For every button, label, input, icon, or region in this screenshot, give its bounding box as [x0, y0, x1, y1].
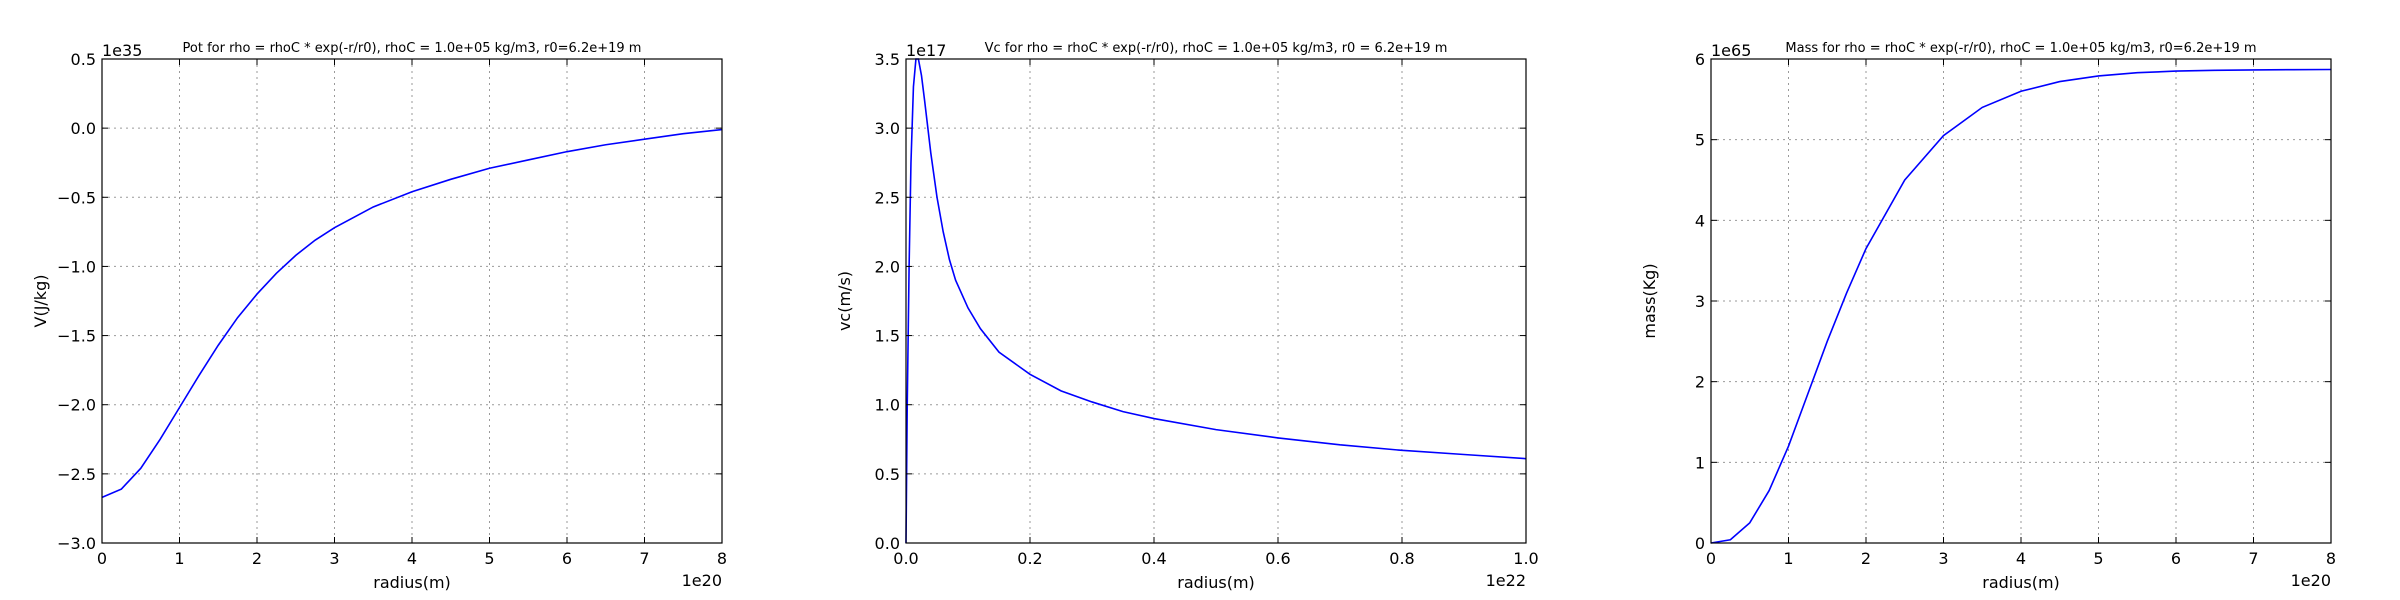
chart-2-x-axis-label: radius(m): [1982, 573, 2060, 592]
chart-1-x-offset-label: 1e22: [1486, 571, 1526, 590]
chart-1-x-tick-label-3: 0.6: [1265, 549, 1290, 568]
chart-2-x-tick-label-5: 5: [2093, 549, 2103, 568]
chart-0-x-tick-label-2: 2: [252, 549, 262, 568]
chart-1-plot-frame: [905, 58, 1527, 544]
chart-0-y-tick-label-2: −2.0: [57, 396, 96, 415]
chart-1-y-tick-label-7: 3.5: [875, 50, 900, 69]
chart-2-y-tick-label-5: 5: [1695, 131, 1705, 150]
chart-1-x-tick-label-0: 0.0: [893, 549, 918, 568]
chart-1-title: Vc for rho = rhoC * exp(-r/r0), rhoC = 1…: [985, 41, 1448, 56]
chart-2-x-offset-label: 1e20: [2291, 571, 2331, 590]
chart-1-y-tick-label-5: 2.5: [875, 188, 900, 207]
chart-0-x-tick-label-5: 5: [484, 549, 494, 568]
chart-1-x-tick-label-2: 0.4: [1141, 549, 1166, 568]
chart-2-x-tick-label-2: 2: [1861, 549, 1871, 568]
chart-2-x-tick-label-1: 1: [1783, 549, 1793, 568]
chart-0-y-tick-label-1: −2.5: [57, 465, 96, 484]
chart-2-y-tick-label-6: 6: [1695, 50, 1705, 69]
chart-1-series-line-0: [905, 58, 1527, 544]
chart-0-y-tick-label-5: −0.5: [57, 188, 96, 207]
chart-0-y-tick-label-7: 0.5: [71, 50, 96, 69]
chart-0-x-tick-label-3: 3: [329, 549, 339, 568]
chart-1-y-tick-label-2: 1.0: [875, 396, 900, 415]
chart-0: 0 1 2 3 4 5 6 7 8 −3.0 −2.5 −2.0 −1.5 −1.0 −0.5 0.0 0.5 P…: [31, 41, 727, 592]
chart-0-x-tick-label-4: 4: [407, 549, 417, 568]
chart-0-y-tick-label-3: −1.5: [57, 327, 96, 346]
chart-1: 0.0 0.2 0.4 0.6 0.8 1.0 0.0 0.5 1.0 1.5 2.0 2.5 3.0 3…: [835, 41, 1539, 592]
chart-2-y-tick-label-2: 2: [1695, 373, 1705, 392]
chart-0-y-tick-label-0: −3.0: [57, 534, 96, 553]
chart-2-y-axis-label: mass(Kg): [1640, 263, 1659, 338]
chart-0-x-offset-label: 1e20: [682, 571, 722, 590]
chart-1-y-tick-label-4: 2.0: [875, 257, 900, 276]
chart-0-x-tick-label-8: 8: [717, 549, 727, 568]
chart-0-title: Pot for rho = rhoC * exp(-r/r0), rhoC = …: [183, 41, 642, 56]
chart-1-y-tick-label-3: 1.5: [875, 327, 900, 346]
chart-1-y-offset-label: 1e17: [906, 41, 946, 60]
chart-1-x-tick-label-1: 0.2: [1017, 549, 1042, 568]
chart-1-x-axis-label: radius(m): [1177, 573, 1255, 592]
chart-0-y-tick-label-6: 0.0: [71, 119, 96, 138]
chart-0-x-tick-label-6: 6: [562, 549, 572, 568]
chart-1-y-axis-label: vc(m/s): [835, 271, 854, 331]
chart-1-x-tick-label-4: 0.8: [1389, 549, 1414, 568]
chart-2-y-tick-label-1: 1: [1695, 453, 1705, 472]
chart-0-x-tick-label-0: 0: [97, 549, 107, 568]
chart-1-y-tick-label-1: 0.5: [875, 465, 900, 484]
chart-1-y-tick-label-6: 3.0: [875, 119, 900, 138]
chart-1-y-tick-label-0: 0.0: [875, 534, 900, 553]
chart-2-x-tick-label-8: 8: [2326, 549, 2336, 568]
chart-0-x-tick-label-7: 7: [639, 549, 649, 568]
chart-0-y-offset-label: 1e35: [102, 41, 142, 60]
chart-0-x-tick-label-1: 1: [174, 549, 184, 568]
chart-2-x-tick-label-4: 4: [2016, 549, 2026, 568]
chart-2-y-tick-label-0: 0: [1695, 534, 1705, 553]
chart-2-x-tick-label-7: 7: [2248, 549, 2258, 568]
chart-2: 0 1 2 3 4 5 6 7 8 0 1 2 3 4 5 6 Mass for rho = rhoC * ex…: [1640, 41, 2336, 592]
chart-2-x-tick-label-6: 6: [2171, 549, 2181, 568]
chart-2-title: Mass for rho = rhoC * exp(-r/r0), rhoC =…: [1785, 41, 2256, 56]
chart-0-x-axis-label: radius(m): [373, 573, 451, 592]
chart-0-series-line-0: [101, 128, 723, 499]
chart-1-x-tick-label-5: 1.0: [1513, 549, 1538, 568]
chart-2-x-tick-label-0: 0: [1706, 549, 1716, 568]
chart-2-x-tick-label-3: 3: [1938, 549, 1948, 568]
chart-2-y-offset-label: 1e65: [1711, 41, 1751, 60]
chart-0-y-tick-label-4: −1.0: [57, 257, 96, 276]
chart-2-series-line-0: [1710, 68, 2332, 544]
chart-2-y-tick-label-4: 4: [1695, 211, 1705, 230]
chart-0-y-axis-label: V(J/kg): [31, 275, 50, 328]
chart-2-y-tick-label-3: 3: [1695, 292, 1705, 311]
